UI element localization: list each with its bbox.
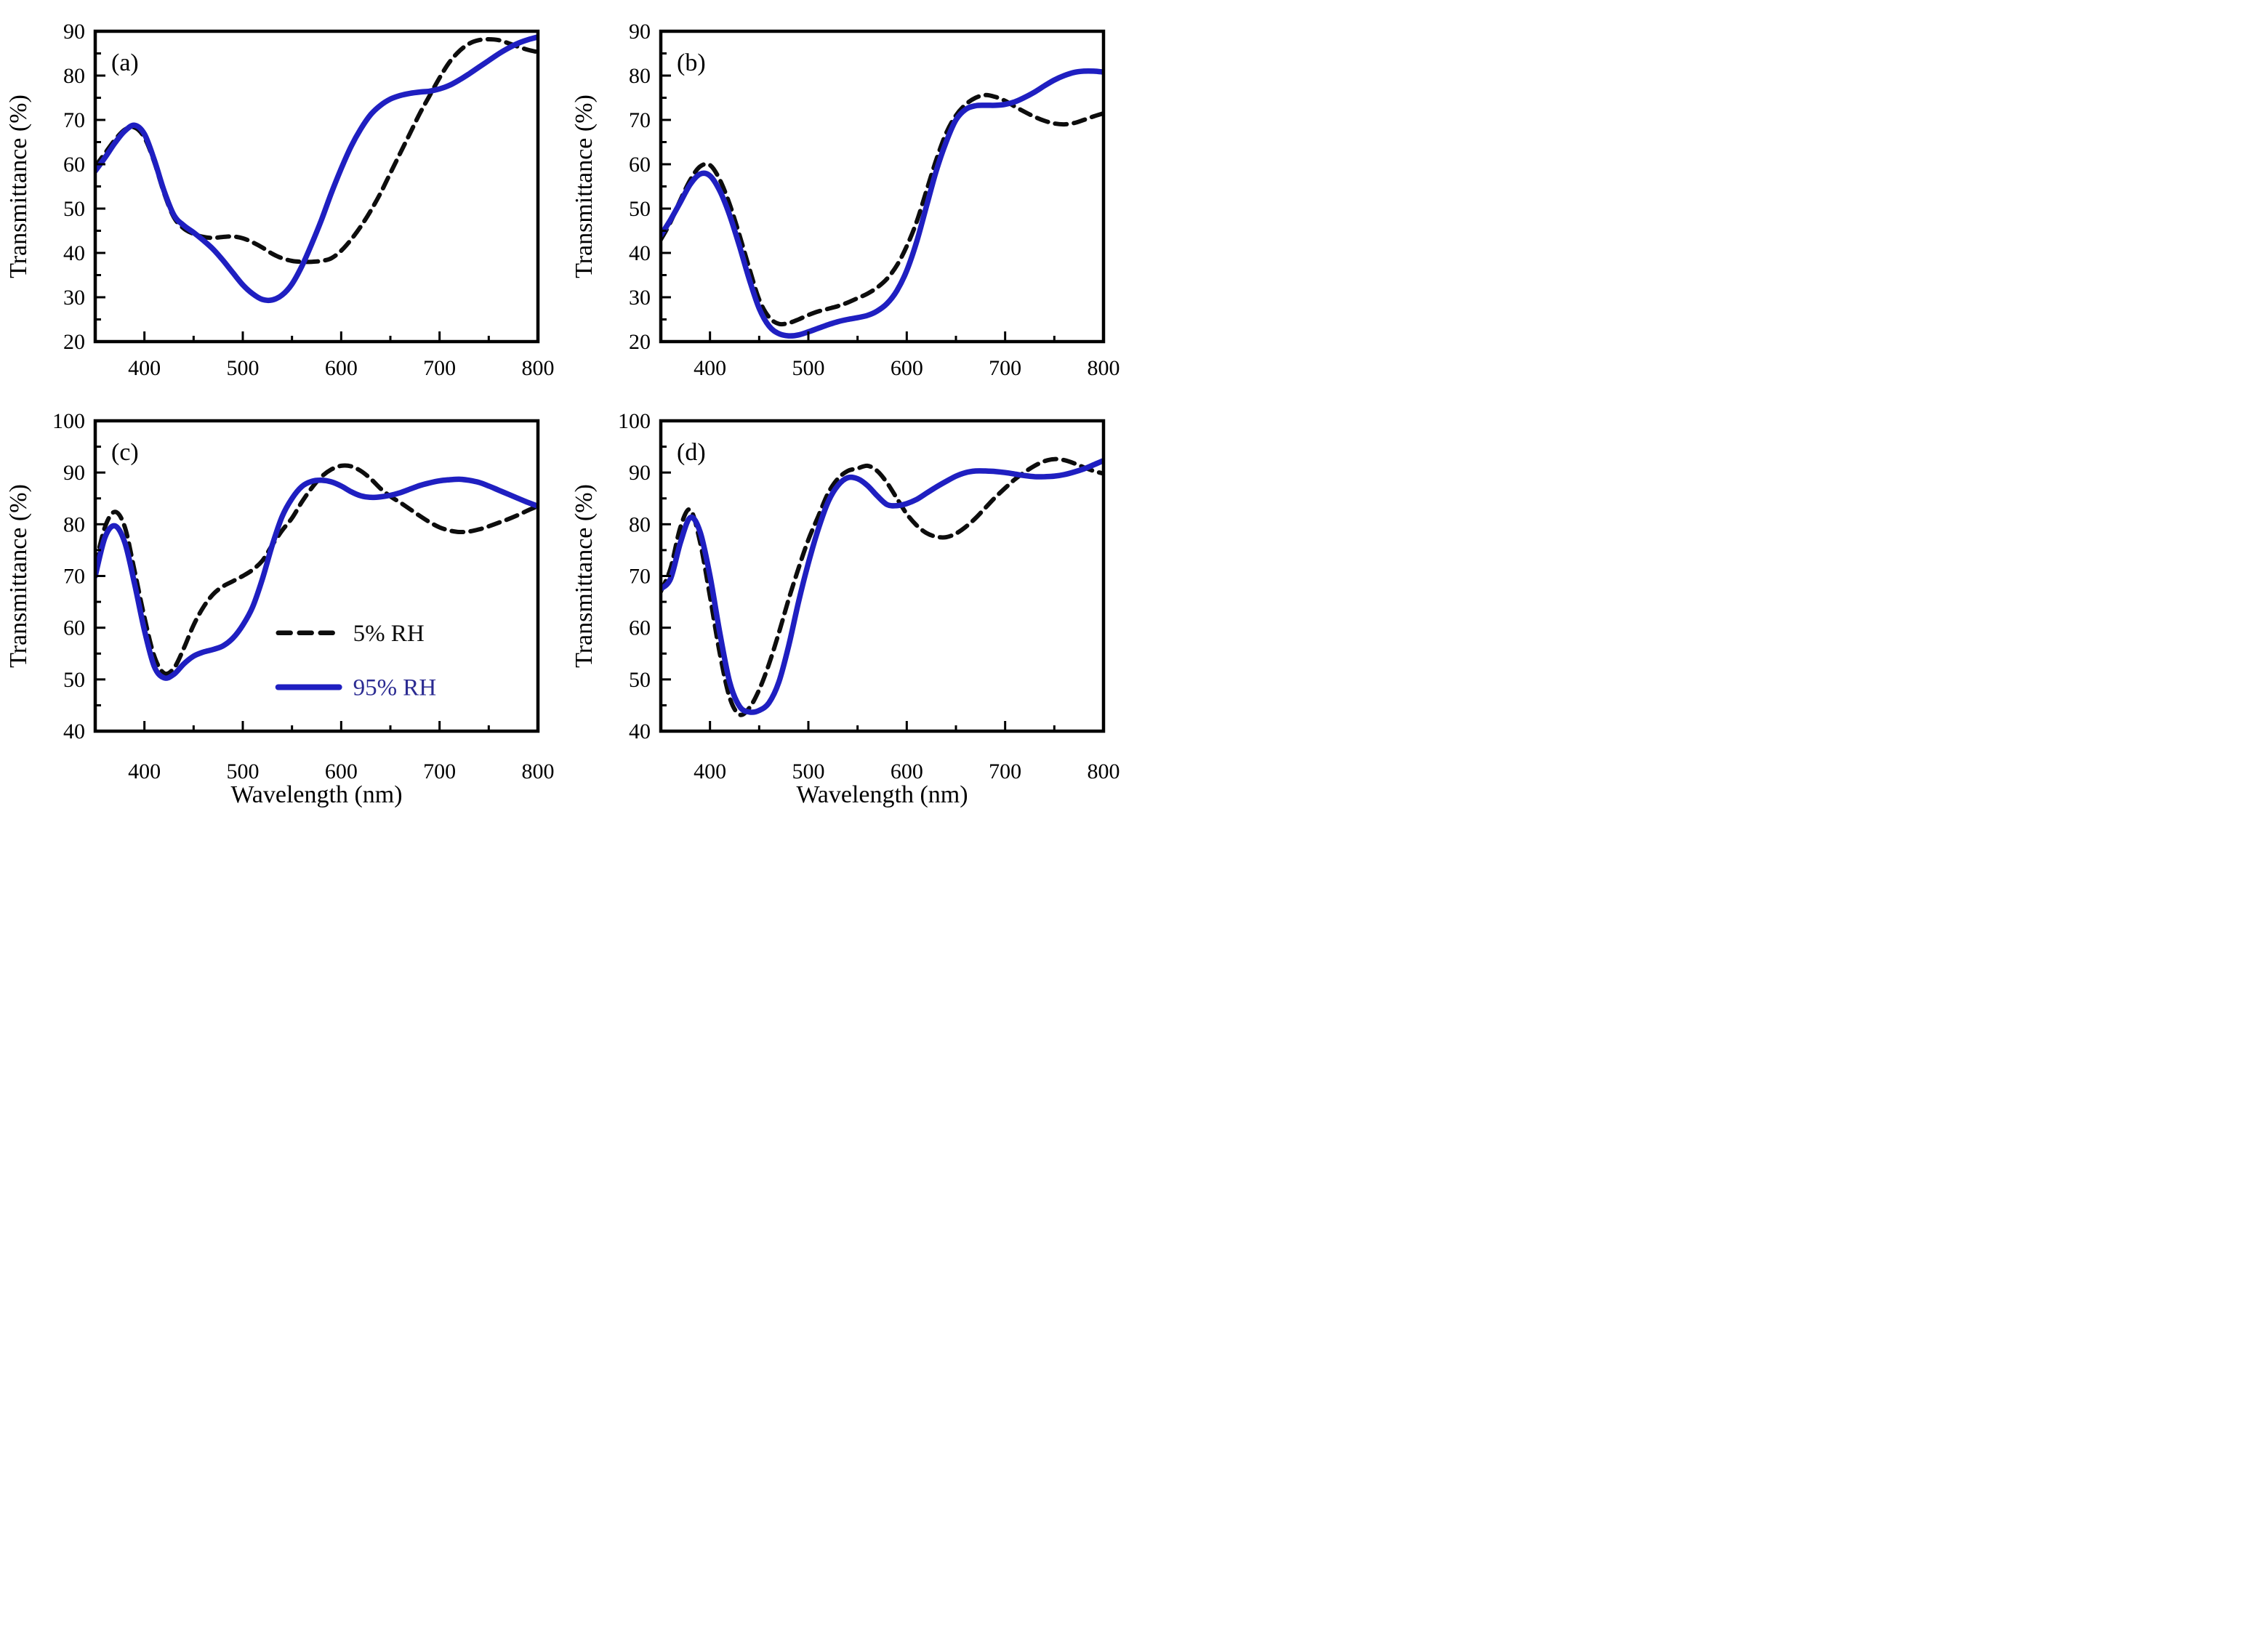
x-axis-title: Wavelength (nm) bbox=[796, 781, 968, 808]
panel-a: 400 500 600 700 800 20 30 40 50 60 70 80 90 Transmitt… bbox=[0, 0, 566, 396]
y-tick-label: 30 bbox=[63, 286, 85, 310]
y-tick-label: 80 bbox=[629, 64, 651, 88]
y-tick-label: 40 bbox=[63, 241, 85, 265]
chart-panel-d: 400 500 600 700 800 40 50 60 70 80 90 100 Transmitta… bbox=[571, 409, 1120, 808]
x-tick-label: 400 bbox=[128, 759, 161, 783]
y-tick-label: 50 bbox=[63, 197, 85, 221]
y-tick-label: 100 bbox=[52, 409, 85, 433]
y-tick-label: 40 bbox=[629, 720, 651, 744]
legend-label: 5% RH bbox=[353, 621, 425, 647]
x-tick-label: 800 bbox=[522, 356, 555, 380]
x-axis-title: Wavelength (nm) bbox=[230, 781, 402, 808]
plot-area bbox=[662, 456, 1102, 717]
y-tick-label: 100 bbox=[618, 409, 651, 433]
transmittance-spectra-figure: 400 500 600 700 800 20 30 40 50 60 70 80 90 Transmitt… bbox=[0, 0, 1131, 826]
panel-d: 400 500 600 700 800 40 50 60 70 80 90 100 Transmitta… bbox=[566, 396, 1131, 826]
y-tick-label: 40 bbox=[629, 241, 651, 265]
series-5rh-curve bbox=[662, 92, 1102, 327]
y-tick-label: 90 bbox=[629, 20, 651, 44]
y-tick-label: 80 bbox=[63, 64, 85, 88]
axis-ticks bbox=[661, 446, 1056, 731]
series-5rh-curve bbox=[97, 463, 536, 677]
panel-letter: (c) bbox=[111, 439, 139, 466]
y-tick-label: 70 bbox=[629, 565, 651, 589]
x-tick-label: 600 bbox=[325, 356, 358, 380]
x-tick-label: 800 bbox=[1088, 356, 1120, 380]
x-tick-label: 600 bbox=[891, 759, 923, 783]
axis-ticks bbox=[95, 446, 490, 731]
panel-c: 400 500 600 700 800 40 50 60 70 80 90 100 Transmitta… bbox=[0, 396, 566, 826]
panel-b: 400 500 600 700 800 20 30 40 50 60 70 80 90 Transmitt… bbox=[566, 0, 1131, 396]
plot-area bbox=[662, 68, 1102, 339]
y-tick-label: 50 bbox=[629, 197, 651, 221]
y-tick-label: 30 bbox=[629, 286, 651, 310]
chart-panel-a: 400 500 600 700 800 20 30 40 50 60 70 80 90 Transmitt… bbox=[5, 20, 555, 380]
y-tick-label: 70 bbox=[63, 108, 85, 132]
panel-letter: (d) bbox=[677, 439, 706, 466]
y-tick-label: 60 bbox=[629, 616, 651, 640]
legend: 5% RH 95% RH bbox=[275, 621, 437, 701]
x-tick-label: 500 bbox=[227, 759, 260, 783]
y-tick-label: 80 bbox=[63, 512, 85, 536]
y-tick-label: 60 bbox=[629, 153, 651, 177]
x-tick-label: 700 bbox=[989, 759, 1021, 783]
y-tick-label: 70 bbox=[629, 108, 651, 132]
x-tick-label: 400 bbox=[694, 356, 726, 380]
y-tick-label: 50 bbox=[629, 668, 651, 692]
x-tick-label: 800 bbox=[1088, 759, 1120, 783]
x-tick-label: 700 bbox=[423, 356, 456, 380]
plot-frame bbox=[659, 29, 1106, 344]
y-tick-label: 80 bbox=[629, 512, 651, 536]
series-95rh-curve bbox=[662, 68, 1102, 339]
x-tick-label: 800 bbox=[522, 759, 555, 783]
x-tick-label: 500 bbox=[227, 356, 260, 380]
x-tick-label: 600 bbox=[891, 356, 923, 380]
series-5rh-curve bbox=[662, 456, 1102, 717]
y-tick-label: 70 bbox=[63, 565, 85, 589]
x-tick-label: 500 bbox=[792, 759, 825, 783]
series-95rh-curve bbox=[662, 458, 1102, 715]
y-tick-label: 60 bbox=[63, 153, 85, 177]
y-axis-title: Transmittance (%) bbox=[571, 94, 598, 278]
x-tick-label: 400 bbox=[128, 356, 161, 380]
y-tick-label: 40 bbox=[63, 720, 85, 744]
y-tick-label: 90 bbox=[63, 461, 85, 485]
axis-ticks bbox=[95, 52, 490, 342]
legend-label: 95% RH bbox=[353, 675, 437, 701]
plot-area bbox=[97, 34, 536, 304]
y-tick-label: 90 bbox=[63, 20, 85, 44]
series-95rh-curve bbox=[97, 34, 536, 304]
chart-panel-c: 400 500 600 700 800 40 50 60 70 80 90 100 Transmitta… bbox=[5, 409, 555, 808]
y-tick-label: 20 bbox=[629, 330, 651, 354]
x-tick-label: 400 bbox=[694, 759, 726, 783]
y-tick-label: 50 bbox=[63, 668, 85, 692]
plot-area bbox=[97, 463, 536, 681]
axis-ticks bbox=[661, 52, 1056, 342]
series-95rh-curve bbox=[97, 476, 536, 681]
panel-letter: (b) bbox=[677, 49, 706, 76]
x-tick-label: 700 bbox=[423, 759, 456, 783]
y-tick-label: 60 bbox=[63, 616, 85, 640]
y-axis-title: Transmittance (%) bbox=[5, 94, 32, 278]
x-tick-label: 600 bbox=[325, 759, 358, 783]
panel-letter: (a) bbox=[111, 49, 139, 76]
y-axis-title: Transmittance (%) bbox=[5, 484, 32, 668]
x-tick-label: 500 bbox=[792, 356, 825, 380]
chart-panel-b: 400 500 600 700 800 20 30 40 50 60 70 80 90 Transmitt… bbox=[571, 20, 1120, 380]
y-tick-label: 90 bbox=[629, 461, 651, 485]
y-axis-title: Transmittance (%) bbox=[571, 484, 598, 668]
y-tick-label: 20 bbox=[63, 330, 85, 354]
x-tick-label: 700 bbox=[989, 356, 1021, 380]
